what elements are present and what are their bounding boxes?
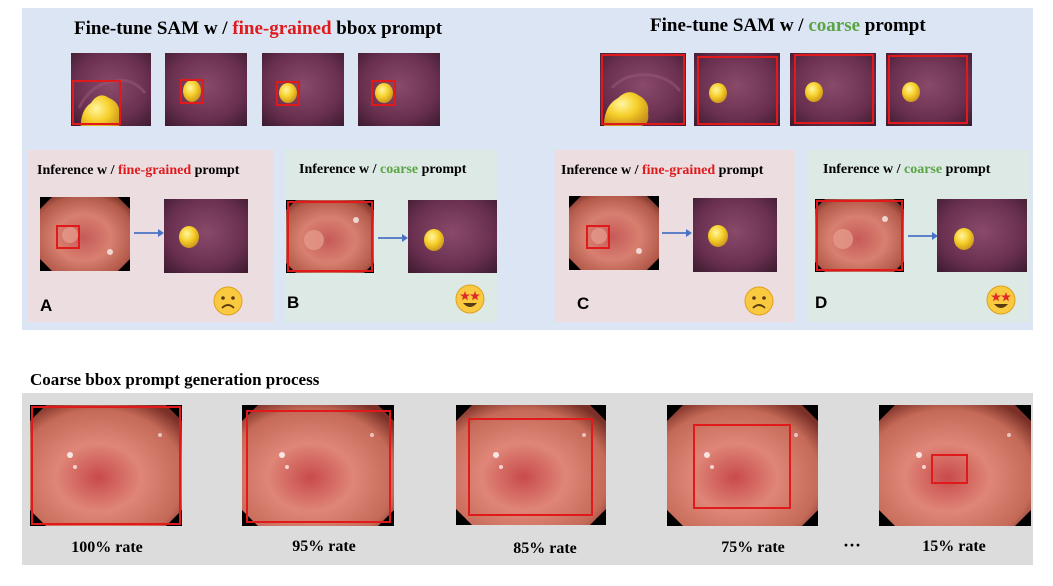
arrow-icon — [662, 229, 692, 237]
rate-image-85 — [456, 405, 606, 525]
panel-a-title: Inference w / fine-grained prompt — [37, 163, 240, 178]
inference-input-image — [569, 196, 659, 270]
train-image-polyp — [600, 53, 686, 126]
train-image-mask — [358, 53, 440, 126]
rate-image-75 — [667, 405, 818, 526]
rate-label: 95% rate — [292, 538, 356, 555]
rate-image-95 — [242, 405, 394, 526]
train-image-mask — [694, 53, 780, 126]
rate-image-100 — [30, 405, 182, 526]
arrow-icon — [134, 229, 164, 237]
rate-label: 75% rate — [721, 539, 785, 556]
inference-output-mask — [937, 199, 1027, 272]
coarse-bbox — [693, 424, 791, 509]
coarse-bbox — [287, 201, 373, 272]
panel-d-title: Inference w / coarse prompt — [823, 162, 991, 177]
panel-c-title: Inference w / fine-grained prompt — [561, 163, 764, 178]
fine-grained-bbox — [56, 225, 80, 249]
coarse-bbox — [31, 406, 181, 525]
inference-input-image — [815, 199, 904, 272]
inference-output-mask — [408, 200, 497, 273]
coarse-bbox — [468, 418, 593, 516]
rate-image-15 — [879, 405, 1031, 526]
rate-label: 100% rate — [71, 539, 143, 556]
train-image-mask — [262, 53, 344, 126]
coarse-bbox — [697, 56, 778, 125]
inference-output-mask — [693, 198, 777, 272]
right-section-title: Fine-tune SAM w / coarse prompt — [650, 15, 926, 36]
rate-label: 85% rate — [513, 540, 577, 557]
fine-grained-bbox — [180, 79, 204, 104]
frowning-face-icon — [213, 286, 243, 316]
arrow-icon — [908, 232, 938, 240]
frowning-face-icon — [744, 286, 774, 316]
bottom-section-title: Coarse bbox prompt generation process — [30, 370, 320, 389]
train-image-mask — [886, 53, 972, 126]
panel-d-letter: D — [815, 293, 828, 312]
inference-input-image — [40, 197, 130, 271]
star-struck-face-icon — [455, 284, 485, 314]
panel-b-title: Inference w / coarse prompt — [299, 162, 467, 177]
inference-output-mask — [164, 199, 248, 273]
train-image-mask — [165, 53, 247, 126]
left-section-title: Fine-tune SAM w / fine-grained bbox prom… — [74, 18, 443, 39]
inference-input-image — [286, 200, 374, 273]
coarse-bbox — [246, 410, 391, 523]
fine-grained-bbox — [276, 81, 300, 106]
panel-c-letter: C — [577, 294, 590, 313]
fine-grained-bbox — [586, 225, 610, 249]
coarse-bbox — [816, 200, 903, 271]
star-struck-face-icon — [986, 285, 1016, 315]
panel-a-letter: A — [40, 296, 53, 315]
coarse-bbox — [601, 54, 685, 125]
arrow-icon — [378, 234, 408, 242]
panel-b-letter: B — [287, 293, 300, 312]
rate-label: 15% rate — [922, 538, 986, 555]
train-image-mask — [790, 53, 876, 126]
fine-grained-bbox — [72, 80, 121, 125]
fine-grained-bbox — [371, 80, 396, 106]
train-image-polyp — [71, 53, 151, 126]
ellipsis: ··· — [843, 535, 862, 555]
coarse-bbox — [888, 55, 968, 124]
coarse-bbox — [931, 454, 968, 484]
coarse-bbox — [794, 54, 874, 124]
